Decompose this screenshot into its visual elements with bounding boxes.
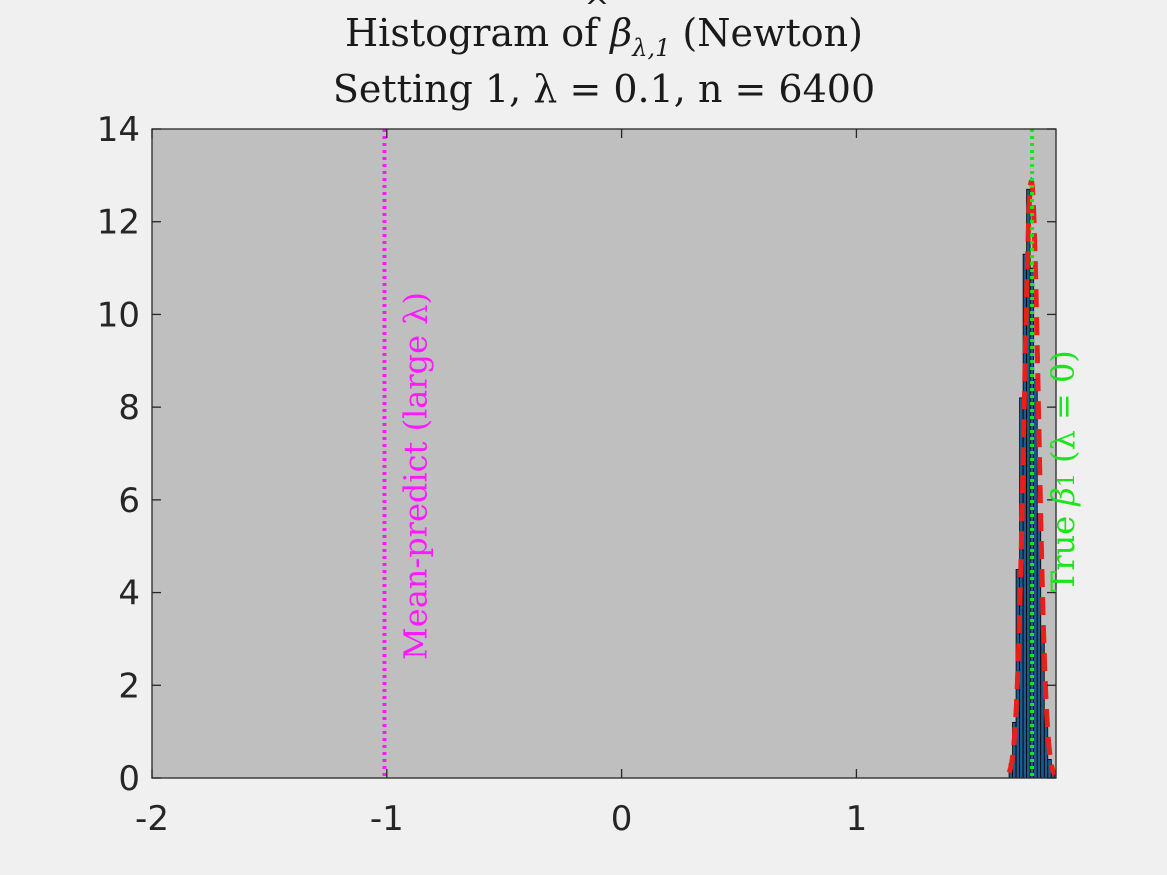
plot-area <box>152 129 1056 778</box>
chart-title-line2: Setting 1, λ = 0.1, n = 6400 <box>333 67 875 111</box>
axes-box <box>151 128 1057 779</box>
y-tick-label: 12 <box>97 203 140 243</box>
x-tick-label: 1 <box>846 799 868 839</box>
x-tick-label: -1 <box>370 799 404 839</box>
y-tick-label: 0 <box>118 759 140 799</box>
reference-lines <box>382 129 1035 778</box>
density-curve <box>1006 176 1057 777</box>
y-tick-label: 4 <box>118 574 140 614</box>
y-tick-label: 6 <box>118 481 140 521</box>
y-tick-label: 2 <box>118 666 140 706</box>
histogram-bar <box>1040 629 1045 779</box>
histogram-bar <box>1026 188 1031 779</box>
y-tick-label: 8 <box>118 388 140 428</box>
title-subscript: λ,1 <box>631 34 670 62</box>
x-tick-label: 0 <box>611 799 633 839</box>
title-beta-symbol: β <box>608 11 632 55</box>
mean-predict-label: Mean-predict (large λ) <box>396 292 434 660</box>
x-tick-label: -2 <box>135 799 169 839</box>
title-hat-accent: ^ <box>584 0 609 26</box>
y-tick-label: 14 <box>97 110 140 150</box>
true-beta-label: True β1 (λ = 0) <box>1044 350 1082 592</box>
y-tick-label: 10 <box>97 295 140 335</box>
chart-title-line1: Histogram of βλ,1 (Newton) <box>345 11 863 62</box>
